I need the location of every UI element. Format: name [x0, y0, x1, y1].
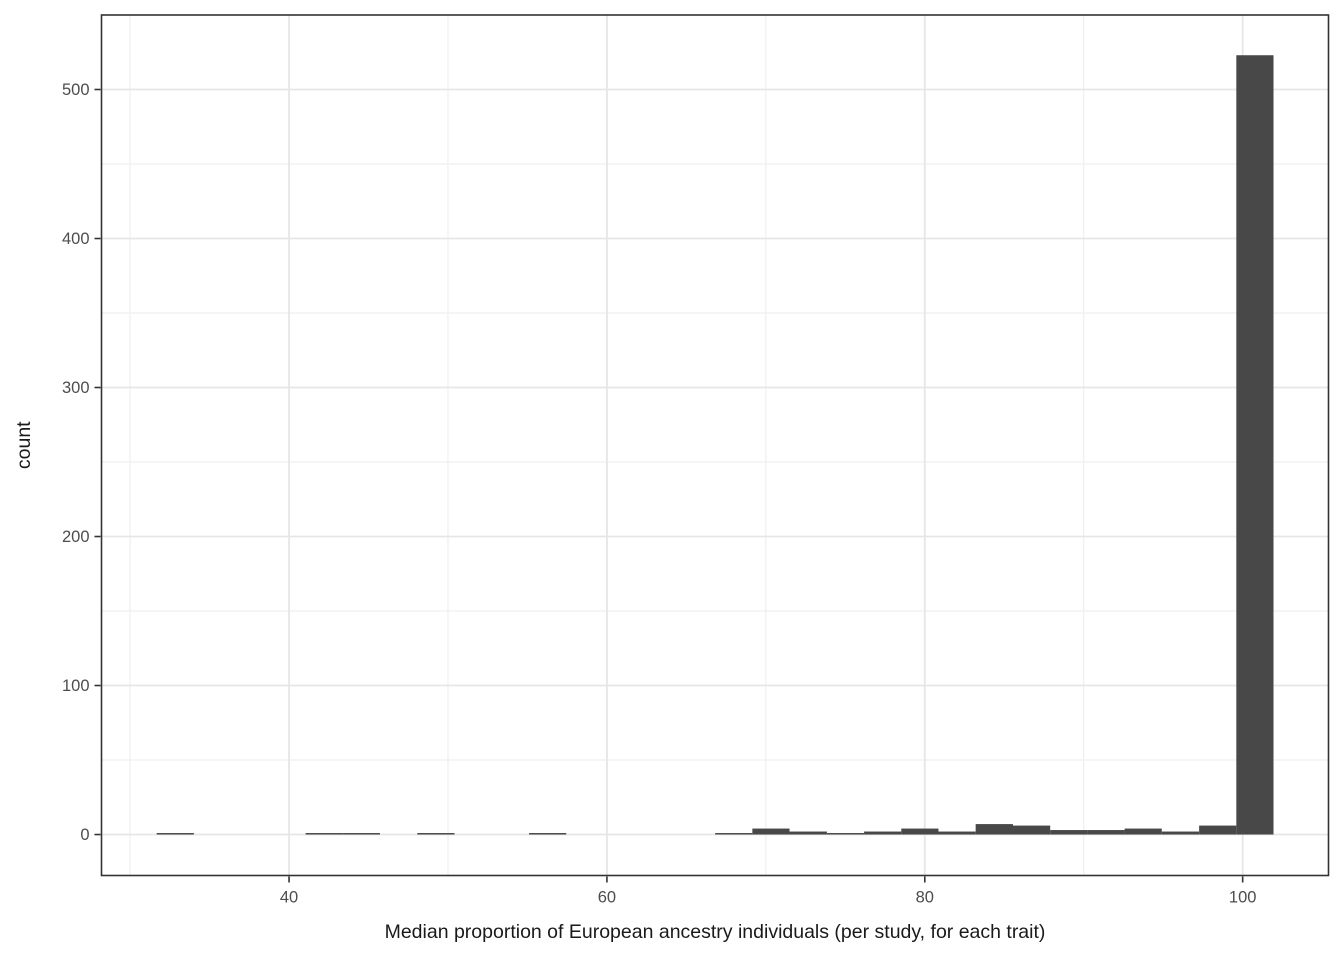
axis-tick-marks [94, 88, 1244, 883]
histogram-bar [1013, 825, 1051, 835]
y-tick-label: 0 [80, 826, 89, 844]
y-tick-label: 300 [62, 379, 90, 397]
x-axis-tick-labels: 40 60 80 100 [280, 889, 1257, 907]
histogram-bar [156, 833, 194, 835]
histogram-bar [789, 831, 827, 835]
histogram-bar [715, 833, 753, 835]
histogram-bar [1236, 55, 1274, 835]
histogram-bar [864, 831, 902, 835]
x-tick-label: 80 [916, 889, 934, 907]
histogram-bar [938, 831, 976, 835]
histogram-bar [901, 828, 939, 835]
y-axis-tick-labels: 0 100 200 300 400 500 [62, 81, 90, 844]
y-tick-label: 500 [62, 81, 90, 99]
minor-gridlines [101, 15, 1329, 876]
y-tick-label: 200 [62, 528, 90, 546]
histogram-bar [752, 828, 790, 835]
histogram-bar [529, 833, 567, 835]
histogram-bar [826, 833, 865, 835]
x-tick-label: 40 [280, 889, 298, 907]
histogram-bar [975, 824, 1014, 835]
histogram-bar [1199, 825, 1237, 835]
y-tick-label: 400 [62, 230, 90, 248]
histogram-bar [342, 833, 380, 835]
x-tick-label: 100 [1229, 889, 1257, 907]
x-axis-title: Median proportion of European ancestry i… [385, 921, 1046, 943]
panel-border [100, 14, 1330, 877]
histogram-bar [1161, 831, 1200, 835]
histogram-bar [1050, 830, 1088, 835]
y-tick-label: 100 [62, 677, 90, 695]
x-tick-label: 60 [598, 889, 616, 907]
histogram-bar [417, 833, 455, 835]
histogram-bar [1087, 830, 1125, 835]
y-axis-title: count [13, 421, 35, 469]
histogram-bar [1124, 828, 1162, 835]
histogram-bars [156, 55, 1274, 835]
histogram-bar [305, 833, 343, 835]
